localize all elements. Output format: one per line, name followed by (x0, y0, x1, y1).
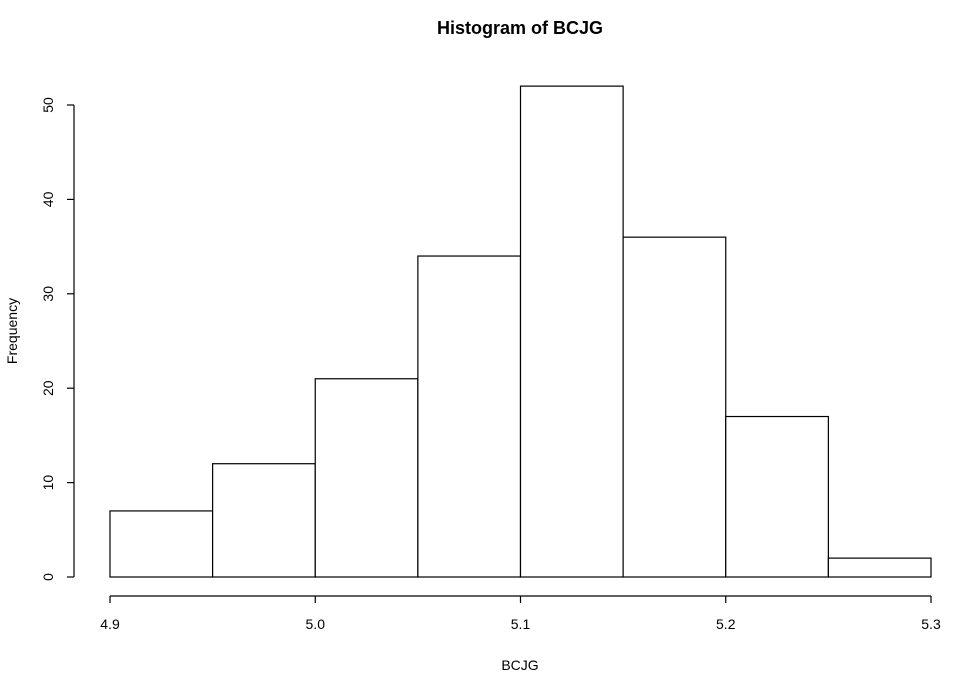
histogram-bar (314, 378, 419, 578)
x-tick-label: 5.1 (511, 616, 531, 632)
chart-title: Histogram of BCJG (437, 18, 603, 38)
x-tick-label: 5.2 (716, 616, 736, 632)
y-tick-label: 20 (40, 380, 56, 396)
histogram-bar (109, 510, 214, 578)
histogram-bar (519, 85, 624, 578)
x-tick-label: 5.3 (921, 616, 941, 632)
y-tick-label: 10 (40, 475, 56, 491)
y-axis: 0 10 20 30 40 50 (40, 97, 75, 581)
histogram-bar (622, 236, 727, 578)
y-tick-label: 50 (40, 97, 56, 113)
bars-group (109, 85, 932, 578)
y-axis-label: Frequency (4, 298, 20, 364)
x-tick-label: 5.0 (306, 616, 326, 632)
histogram-bar (417, 255, 522, 578)
x-axis-label: BCJG (501, 657, 538, 673)
histogram-bar (725, 415, 829, 578)
y-tick-label: 40 (40, 191, 56, 207)
y-tick-label: 30 (40, 286, 56, 302)
x-axis: 4.9 5.0 5.1 5.2 5.3 (100, 595, 941, 632)
histogram-bar (827, 557, 932, 578)
histogram-bar (212, 463, 316, 578)
x-tick-label: 4.9 (100, 616, 120, 632)
y-tick-label: 0 (40, 573, 56, 581)
